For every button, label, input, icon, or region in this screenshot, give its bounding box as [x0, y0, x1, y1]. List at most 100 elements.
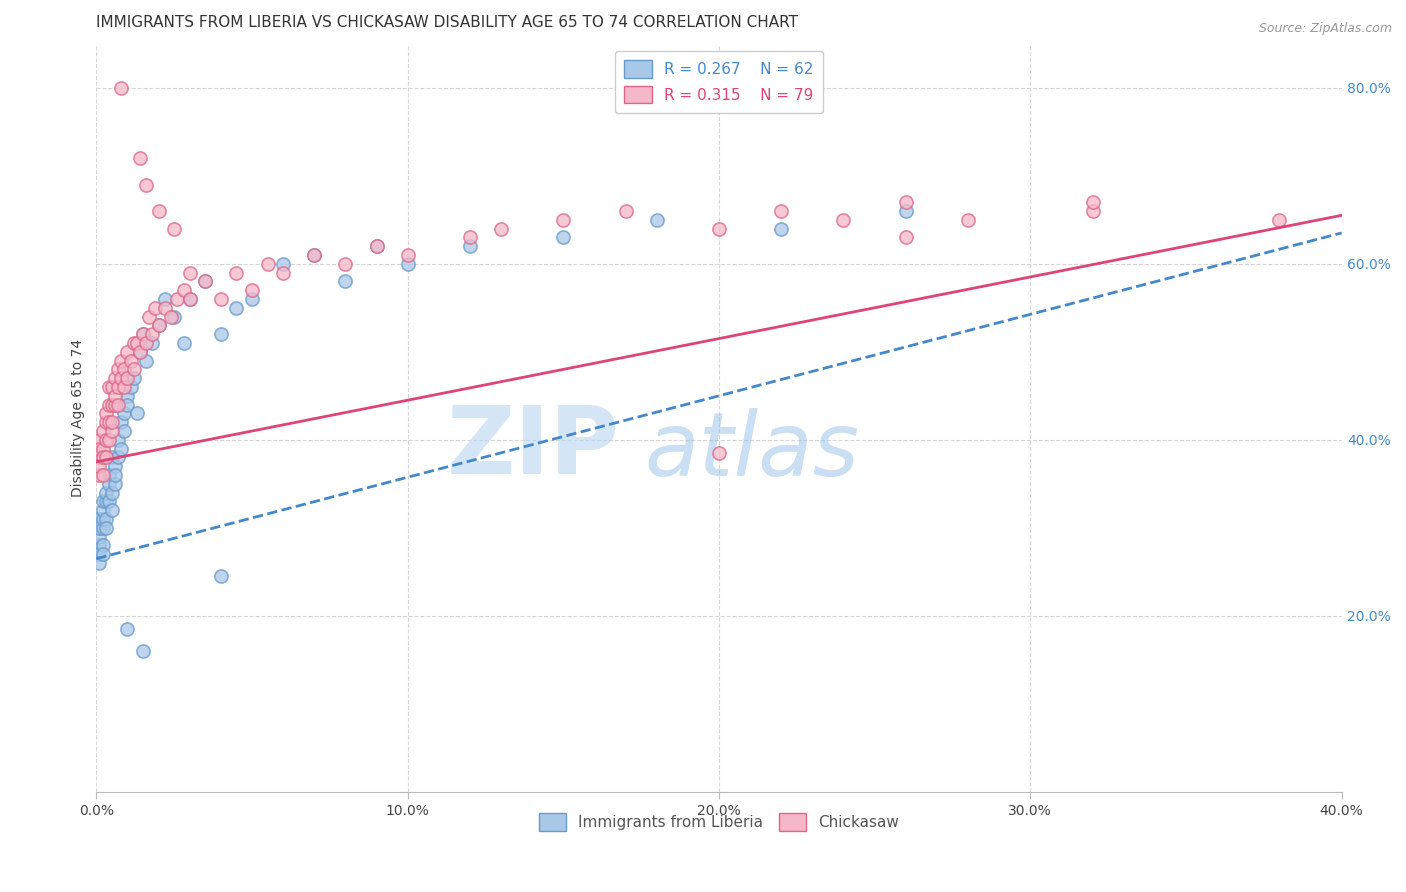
- Point: [148, 318, 170, 333]
- Point: [396, 257, 419, 271]
- Point: [179, 292, 201, 306]
- Point: [120, 380, 142, 394]
- Text: Source: ZipAtlas.com: Source: ZipAtlas.com: [1258, 22, 1392, 36]
- Point: [707, 221, 730, 235]
- Point: [153, 292, 176, 306]
- Point: [366, 239, 388, 253]
- Point: [148, 203, 170, 218]
- Point: [135, 178, 157, 192]
- Point: [138, 310, 160, 324]
- Point: [1268, 212, 1291, 227]
- Point: [107, 398, 129, 412]
- Point: [101, 450, 124, 465]
- Point: [89, 450, 111, 465]
- Point: [94, 433, 117, 447]
- Point: [335, 274, 357, 288]
- Point: [366, 239, 388, 253]
- Point: [91, 539, 114, 553]
- Point: [107, 450, 129, 465]
- Point: [91, 521, 114, 535]
- Point: [110, 353, 132, 368]
- Point: [110, 415, 132, 429]
- Point: [97, 494, 120, 508]
- Point: [894, 230, 917, 244]
- Point: [101, 424, 124, 438]
- Point: [91, 442, 114, 456]
- Point: [104, 398, 127, 412]
- Point: [110, 371, 132, 385]
- Point: [163, 310, 186, 324]
- Point: [271, 257, 294, 271]
- Point: [94, 485, 117, 500]
- Point: [101, 398, 124, 412]
- Point: [112, 424, 135, 438]
- Point: [271, 266, 294, 280]
- Point: [163, 221, 186, 235]
- Point: [225, 301, 247, 315]
- Point: [89, 539, 111, 553]
- Point: [101, 485, 124, 500]
- Point: [125, 336, 148, 351]
- Point: [117, 371, 139, 385]
- Point: [107, 362, 129, 376]
- Point: [141, 336, 163, 351]
- Point: [104, 468, 127, 483]
- Point: [707, 446, 730, 460]
- Point: [112, 380, 135, 394]
- Point: [894, 195, 917, 210]
- Point: [122, 371, 145, 385]
- Point: [94, 415, 117, 429]
- Point: [458, 230, 481, 244]
- Point: [117, 622, 139, 636]
- Point: [91, 450, 114, 465]
- Point: [304, 248, 326, 262]
- Point: [225, 266, 247, 280]
- Point: [94, 512, 117, 526]
- Point: [97, 415, 120, 429]
- Point: [107, 433, 129, 447]
- Point: [832, 212, 855, 227]
- Point: [614, 203, 637, 218]
- Point: [110, 442, 132, 456]
- Point: [153, 301, 176, 315]
- Point: [104, 389, 127, 403]
- Point: [209, 569, 232, 583]
- Point: [122, 336, 145, 351]
- Point: [91, 494, 114, 508]
- Point: [117, 398, 139, 412]
- Point: [132, 327, 155, 342]
- Point: [97, 380, 120, 394]
- Point: [1081, 203, 1104, 218]
- Point: [89, 512, 111, 526]
- Point: [94, 406, 117, 420]
- Point: [125, 406, 148, 420]
- Point: [209, 327, 232, 342]
- Point: [166, 292, 188, 306]
- Point: [129, 344, 152, 359]
- Point: [89, 433, 111, 447]
- Point: [135, 336, 157, 351]
- Point: [956, 212, 979, 227]
- Point: [101, 380, 124, 394]
- Point: [179, 266, 201, 280]
- Point: [91, 424, 114, 438]
- Point: [894, 203, 917, 218]
- Point: [173, 283, 195, 297]
- Point: [91, 512, 114, 526]
- Point: [122, 362, 145, 376]
- Point: [304, 248, 326, 262]
- Point: [91, 468, 114, 483]
- Point: [89, 521, 111, 535]
- Text: ZIP: ZIP: [447, 401, 619, 494]
- Point: [112, 362, 135, 376]
- Point: [129, 344, 152, 359]
- Point: [101, 503, 124, 517]
- Point: [335, 257, 357, 271]
- Point: [553, 212, 575, 227]
- Point: [112, 406, 135, 420]
- Point: [107, 380, 129, 394]
- Point: [160, 310, 183, 324]
- Point: [132, 327, 155, 342]
- Point: [194, 274, 217, 288]
- Point: [489, 221, 512, 235]
